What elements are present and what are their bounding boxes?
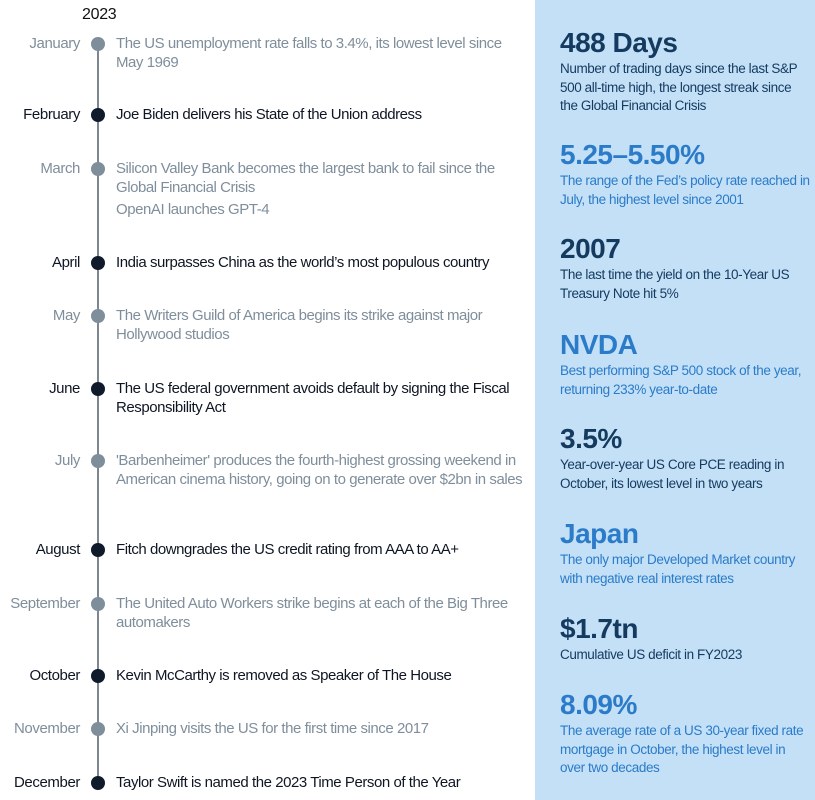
month-label: January [29,35,80,52]
month-label: July [54,452,80,469]
month-label: August [35,541,81,558]
event-text: The Writers Guild of America begins its … [116,307,483,343]
stat-description: Year-over-year US Core PCE reading in Oc… [560,457,785,491]
timeline-dot [91,37,105,51]
timeline-dot [91,454,105,468]
stat-block: 5.25–5.50% The range of the Fed’s policy… [560,140,810,209]
month-label: November [14,720,80,737]
event-text: OpenAI launches GPT-4 [116,201,270,218]
stat-description: The last time the yield on the 10-Year U… [560,267,790,301]
timeline-dot [91,597,105,611]
timeline-dot [91,108,105,122]
timeline-dot [91,543,105,557]
timeline-dot [91,669,105,683]
month-label: September [10,595,80,612]
timeline-dot [91,162,105,176]
event-text: Joe Biden delivers his State of the Unio… [116,106,422,123]
event-text: 'Barbenheimer' produces the fourth-highe… [116,452,523,488]
month-label: December [14,774,80,791]
stat-headline: 488 Days [560,27,678,58]
stat-block: 8.09% The average rate of a US 30-year f… [560,690,810,778]
event-text: Taylor Swift is named the 2023 Time Pers… [116,774,461,791]
event-text: Kevin McCarthy is removed as Speaker of … [116,667,452,684]
stat-block: 2007 The last time the yield on the 10-Y… [560,234,810,303]
event-text: The US unemployment rate falls to 3.4%, … [116,35,502,71]
timeline-line [97,44,99,784]
stat-headline: 2007 [560,233,621,264]
month-label: June [49,380,80,397]
month-label: March [40,160,80,177]
stat-description: The range of the Fed’s policy rate reach… [560,173,810,207]
stat-block: 488 Days Number of trading days since th… [560,28,810,116]
month-label: April [51,254,80,271]
stat-block: 3.5% Year-over-year US Core PCE reading … [560,424,810,493]
timeline-dot [91,722,105,736]
month-label: May [52,307,81,324]
event-text: Silicon Valley Bank becomes the largest … [116,160,495,196]
stat-headline: NVDA [560,329,638,360]
stats-panel: 488 Days Number of trading days since th… [535,0,815,800]
timeline-dot [91,256,105,270]
stat-description: Cumulative US deficit in FY2023 [560,647,742,662]
stat-description: The average rate of a US 30-year fixed r… [560,723,804,775]
timeline-year: 2023 [82,6,117,23]
stat-headline: 5.25–5.50% [560,139,705,170]
timeline-dot [91,309,105,323]
month-label: February [23,106,80,123]
month-label: October [29,667,80,684]
event-text: Xi Jinping visits the US for the first t… [116,720,429,737]
stat-description: Best performing S&P 500 stock of the yea… [560,363,802,397]
event-text: The US federal government avoids default… [116,380,510,416]
event-text: India surpasses China as the world’s mos… [116,254,490,271]
stat-block: $1.7tn Cumulative US deficit in FY2023 [560,614,810,665]
stat-block: NVDA Best performing S&P 500 stock of th… [560,330,810,399]
timeline-dot [91,382,105,396]
stat-description: Number of trading days since the last S&… [560,61,797,113]
stat-headline: $1.7tn [560,613,638,644]
stat-headline: Japan [560,518,639,549]
event-text: The United Auto Workers strike begins at… [116,595,508,631]
stat-block: Japan The only major Developed Market co… [560,519,810,588]
stat-headline: 8.09% [560,689,637,720]
timeline-dot [91,776,105,790]
stat-description: The only major Developed Market country … [560,552,796,586]
stat-headline: 3.5% [560,423,622,454]
event-text: Fitch downgrades the US credit rating fr… [116,541,459,558]
